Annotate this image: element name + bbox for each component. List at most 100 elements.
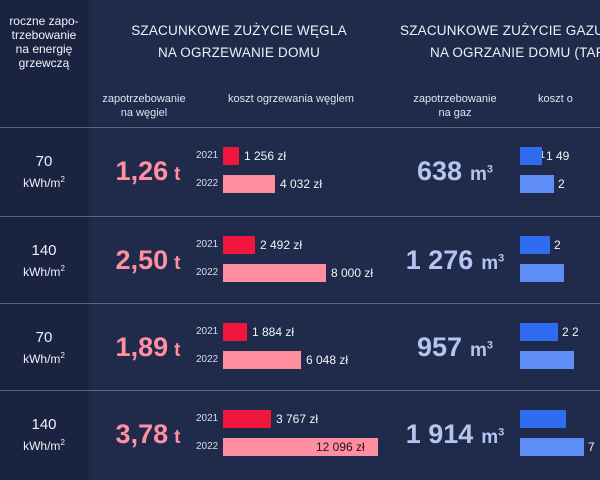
gas-cost-bar-2021: [520, 410, 566, 428]
gas-cost-subheader-line: koszt o: [538, 93, 573, 105]
coal-cost-label-2022: 4 032 zł: [280, 177, 323, 191]
gas-cost-bar-2021: [520, 236, 550, 254]
coal-cost-bar-2022: [223, 438, 378, 456]
gas-cost-label-2022: 2: [558, 177, 565, 191]
energy-demand-unit: kWh/m2: [23, 351, 65, 366]
row-separator: [0, 127, 600, 128]
energy-demand-label: 140 kWh/m2: [0, 415, 88, 454]
gas-cost-label-2022: 7: [588, 440, 595, 454]
year-label: 2021: [196, 413, 219, 424]
coal-cost-label-2021: 1 256 zł: [244, 149, 287, 163]
gas-demand-unit: m3: [470, 339, 494, 361]
coal-cost-subheader: koszt ogrzewania węglem: [206, 92, 376, 106]
coal-section-title: SZACUNKOWE ZUŻYCIE WĘGLA NA OGRZEWANIE D…: [90, 20, 388, 64]
coal-cost-bar-2021: [223, 236, 255, 254]
gas-demand-subheader: zapotrzebowanie na gaz: [396, 92, 514, 120]
label-column-bg: [0, 0, 88, 480]
gas-demand-value: 957 m3: [396, 332, 514, 363]
energy-demand-unit: kWh/m2: [23, 438, 65, 453]
coal-cost-label-2021: 3 767 zł: [276, 412, 319, 426]
gas-demand-unit: m3: [470, 163, 494, 185]
gas-demand-number: 957: [416, 332, 463, 362]
energy-demand-header: roczne zapo- trzebowanie na energię grze…: [0, 14, 88, 70]
gas-cost-bar-2022: [520, 438, 584, 456]
coal-title-line: SZACUNKOWE ZUŻYCIE WĘGLA: [131, 23, 347, 38]
gas-cost-label-2021: 2 2: [562, 325, 579, 339]
gas-cost-bar-2022: [520, 264, 564, 282]
gas-demand-value: 1 914 m3: [396, 419, 514, 450]
coal-cost-subheader-line: koszt ogrzewania węglem: [228, 93, 354, 105]
energy-demand-header-line: grzewczą: [18, 56, 70, 70]
coal-demand-subheader-line: zapotrzebowanie: [102, 93, 186, 105]
coal-cost-bar-2021: [223, 147, 239, 165]
energy-demand-value: 140: [31, 416, 57, 433]
year-label: 2022: [196, 178, 219, 189]
gas-demand-unit: m3: [481, 426, 505, 448]
energy-demand-value: 70: [35, 153, 53, 170]
coal-demand-value: 3,78 t: [96, 419, 200, 450]
coal-demand-value: 1,26 t: [96, 156, 200, 187]
coal-demand-unit: t: [174, 427, 181, 448]
gas-section-title: SZACUNKOWE ZUŻYCIE GAZU NA OGRZANIE DOMU…: [400, 20, 600, 64]
coal-cost-label-2022: 12 096 zł: [316, 440, 365, 454]
coal-cost-label-2022: 8 000 zł: [331, 266, 374, 280]
coal-demand-value: 1,89 t: [96, 332, 200, 363]
row-separator: [0, 216, 600, 217]
gas-cost-bar-2021: [520, 323, 558, 341]
energy-demand-value: 140: [31, 242, 57, 259]
coal-cost-bar-2022: [223, 351, 301, 369]
coal-demand-number: 1,26: [115, 156, 169, 186]
gas-demand-unit: m3: [481, 252, 505, 274]
energy-demand-header-line: trzebowanie: [11, 28, 77, 42]
row-separator: [0, 303, 600, 304]
gas-section-bg: [390, 0, 600, 480]
year-label: 2022: [196, 441, 219, 452]
coal-title-line: NA OGRZEWANIE DOMU: [157, 45, 321, 60]
energy-demand-header-line: na energię: [15, 42, 73, 56]
coal-cost-label-2021: 2 492 zł: [260, 238, 303, 252]
energy-demand-label: 140 kWh/m2: [0, 241, 88, 280]
gas-cost-label-2021: 1 49: [546, 149, 570, 163]
energy-demand-unit: kWh/m2: [23, 264, 65, 279]
year-label: 2021: [196, 326, 219, 337]
coal-demand-unit: t: [174, 253, 181, 274]
energy-demand-label: 70 kWh/m2: [0, 152, 88, 191]
gas-cost-subheader: koszt o: [538, 92, 600, 106]
coal-demand-subheader-line: na węgiel: [120, 107, 168, 119]
year-label: 2021: [196, 150, 219, 161]
gas-demand-value: 638 m3: [396, 156, 514, 187]
coal-demand-number: 2,50: [115, 245, 169, 275]
gas-cost-label-2021: 2: [554, 238, 561, 252]
coal-demand-unit: t: [174, 164, 181, 185]
gas-cost-bar-2022: [520, 175, 554, 193]
gas-demand-number: 1 276: [405, 245, 474, 275]
coal-cost-bar-2022: [223, 264, 326, 282]
year-label: 2021: [196, 239, 219, 250]
gas-title-line: NA OGRZANIE DOMU (TARY: [430, 45, 600, 60]
row-separator: [0, 390, 600, 391]
energy-demand-header-line: roczne zapo-: [9, 14, 79, 28]
gas-demand-subheader-line: na gaz: [438, 107, 472, 119]
year-label: 2022: [196, 354, 219, 365]
gas-title-line: SZACUNKOWE ZUŻYCIE GAZU: [400, 23, 600, 38]
coal-cost-bar-2021: [223, 410, 271, 428]
coal-demand-number: 3,78: [115, 419, 169, 449]
coal-demand-value: 2,50 t: [96, 245, 200, 276]
energy-demand-unit: kWh/m2: [23, 175, 65, 190]
gas-demand-number: 638: [416, 156, 463, 186]
energy-demand-value: 70: [35, 329, 53, 346]
gas-demand-value: 1 276 m3: [396, 245, 514, 276]
coal-cost-bar-2022: [223, 175, 275, 193]
coal-cost-label-2021: 1 884 zł: [252, 325, 295, 339]
gas-cost-bar-2022: [520, 351, 574, 369]
gas-demand-number: 1 914: [405, 419, 474, 449]
coal-cost-bar-2021: [223, 323, 247, 341]
gas-cost-bar-2021: [520, 147, 542, 165]
coal-cost-label-2022: 6 048 zł: [306, 353, 349, 367]
gas-demand-subheader-line: zapotrzebowanie: [413, 93, 497, 105]
coal-demand-subheader: zapotrzebowanie na węgiel: [90, 92, 198, 120]
coal-demand-unit: t: [174, 340, 181, 361]
energy-demand-label: 70 kWh/m2: [0, 328, 88, 367]
coal-demand-number: 1,89: [115, 332, 169, 362]
year-label: 2022: [196, 267, 219, 278]
